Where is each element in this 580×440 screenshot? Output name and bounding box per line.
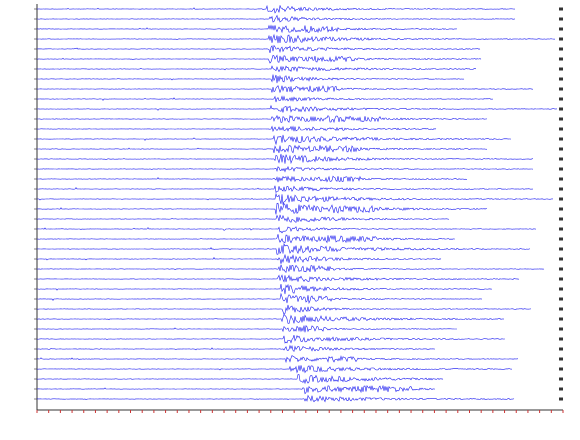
station-tag	[559, 307, 563, 311]
trace	[36, 394, 515, 403]
station-tag	[559, 67, 563, 71]
station-tag	[559, 327, 563, 331]
trace	[36, 33, 556, 44]
station-tag	[559, 117, 563, 121]
station-tag	[559, 7, 563, 11]
station-tag	[559, 267, 563, 271]
station-tag	[559, 217, 563, 221]
trace	[36, 355, 519, 364]
trace	[36, 344, 436, 353]
station-tag	[559, 357, 563, 361]
trace	[36, 202, 488, 215]
trace	[36, 125, 437, 133]
station-tag	[559, 137, 563, 141]
station-tag	[559, 157, 563, 161]
trace	[36, 242, 531, 255]
trace	[36, 85, 533, 94]
trace	[36, 365, 513, 374]
trace	[36, 264, 545, 274]
station-tag	[559, 97, 563, 101]
trace	[37, 144, 488, 154]
station-tag	[559, 27, 563, 31]
station-tag	[559, 37, 563, 41]
trace	[36, 304, 532, 315]
station-tag	[559, 147, 563, 151]
trace	[37, 14, 516, 23]
trace	[37, 74, 465, 84]
trace	[36, 4, 515, 14]
trace	[36, 165, 534, 173]
trace	[37, 292, 483, 304]
station-tag	[559, 127, 563, 131]
station-tag	[559, 377, 563, 381]
trace	[36, 384, 436, 395]
station-tag	[559, 207, 563, 211]
trace	[36, 226, 536, 234]
trace	[36, 65, 477, 73]
station-tag	[559, 177, 563, 181]
trace	[36, 44, 481, 53]
station-tag	[559, 187, 563, 191]
station-tag	[559, 167, 563, 171]
station-tag	[559, 347, 563, 351]
station-tag	[559, 287, 563, 291]
trace	[36, 24, 458, 34]
trace	[36, 313, 505, 324]
station-tag	[559, 107, 563, 111]
trace	[36, 214, 450, 223]
trace	[37, 283, 493, 295]
trace	[37, 114, 488, 124]
station-tag	[559, 337, 563, 341]
trace	[36, 134, 512, 146]
trace	[36, 374, 444, 385]
station-tag	[559, 197, 563, 201]
station-tag	[559, 57, 563, 61]
station-tag	[559, 247, 563, 251]
trace	[37, 104, 557, 113]
trace	[37, 185, 533, 193]
trace	[36, 234, 455, 244]
station-tag	[559, 317, 563, 321]
trace	[36, 95, 494, 103]
trace	[36, 253, 442, 264]
station-tag	[559, 397, 563, 401]
trace	[36, 153, 534, 165]
station-tag	[559, 367, 563, 371]
station-tag	[559, 297, 563, 301]
trace	[37, 274, 520, 283]
station-tag	[559, 237, 563, 241]
trace	[36, 325, 457, 333]
trace	[37, 175, 468, 183]
station-tag	[559, 277, 563, 281]
trace	[36, 192, 554, 206]
station-tag	[559, 257, 563, 261]
station-tag	[559, 227, 563, 231]
station-tag	[559, 17, 563, 21]
station-tag	[559, 77, 563, 81]
station-tag	[559, 387, 563, 391]
station-tag	[559, 47, 563, 51]
trace	[36, 54, 482, 64]
station-tag	[559, 87, 563, 91]
trace	[36, 335, 505, 344]
